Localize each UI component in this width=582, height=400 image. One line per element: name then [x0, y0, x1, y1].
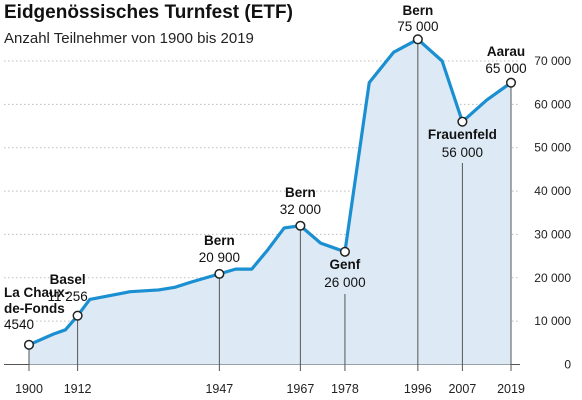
y-tick-label: 40 000 — [534, 184, 571, 198]
x-tick-label: 1967 — [286, 382, 314, 396]
data-point — [412, 34, 423, 45]
x-tick-label: 1996 — [404, 382, 432, 396]
x-tick-label: 2007 — [448, 382, 476, 396]
area-fill — [29, 39, 511, 365]
annotation-name: La Chaux- — [4, 285, 69, 300]
x-tick-label: 1947 — [205, 382, 233, 396]
chart-subtitle: Anzahl Teilnehmer von 1900 bis 2019 — [4, 30, 254, 47]
annotation-name: Bern — [204, 233, 235, 248]
y-tick-label: 30 000 — [534, 227, 571, 241]
y-tick-label: 0 — [564, 358, 571, 372]
x-tick-label: 1900 — [15, 382, 43, 396]
annotation-name: Frauenfeld — [428, 127, 497, 142]
annotation-value: 26 000 — [324, 275, 365, 290]
annotation-value: 4540 — [4, 317, 34, 332]
annotation-name: Basel — [50, 272, 86, 287]
area-layer — [29, 39, 511, 365]
data-point — [214, 268, 225, 279]
data-point — [339, 246, 350, 257]
y-tick-label: 60 000 — [534, 97, 571, 111]
annotation-name: de-Fonds — [4, 301, 65, 316]
x-tick-label: 1912 — [64, 382, 92, 396]
annotation-name: Bern — [285, 185, 316, 200]
annotation-value: 32 000 — [280, 202, 321, 217]
data-point — [72, 310, 83, 321]
data-point — [23, 339, 35, 350]
data-point — [295, 220, 306, 231]
y-axis: 0 10 000 20 000 30 000 40 000 50 000 60 000 70 … — [534, 54, 571, 372]
annotation-name: Bern — [402, 3, 433, 18]
x-tick-label: 1978 — [331, 382, 359, 396]
y-tick-label: 20 000 — [534, 271, 571, 285]
y-tick-label: 10 000 — [534, 314, 571, 328]
y-tick-label: 50 000 — [534, 141, 571, 155]
annotation-value: 20 900 — [199, 250, 240, 265]
annotation-name: Genf — [330, 257, 361, 272]
x-axis: 1900 1912 1947 1967 1978 1996 2007 2019 — [15, 382, 525, 396]
x-tick-label: 2019 — [497, 382, 525, 396]
annotation-value: 11 256 — [47, 289, 87, 304]
annotation-value: 75 000 — [397, 19, 438, 34]
chart-title: Eidgenössisches Turnfest (ETF) — [4, 2, 293, 23]
markers — [23, 34, 517, 350]
y-tick-label: 70 000 — [534, 54, 571, 68]
data-point — [457, 116, 468, 127]
data-point — [505, 77, 517, 88]
annotation-name: Aarau — [487, 44, 525, 59]
annotation-value: 65 000 — [485, 61, 526, 76]
leader-lines — [28, 39, 512, 371]
annotation-value: 56 000 — [442, 145, 483, 160]
